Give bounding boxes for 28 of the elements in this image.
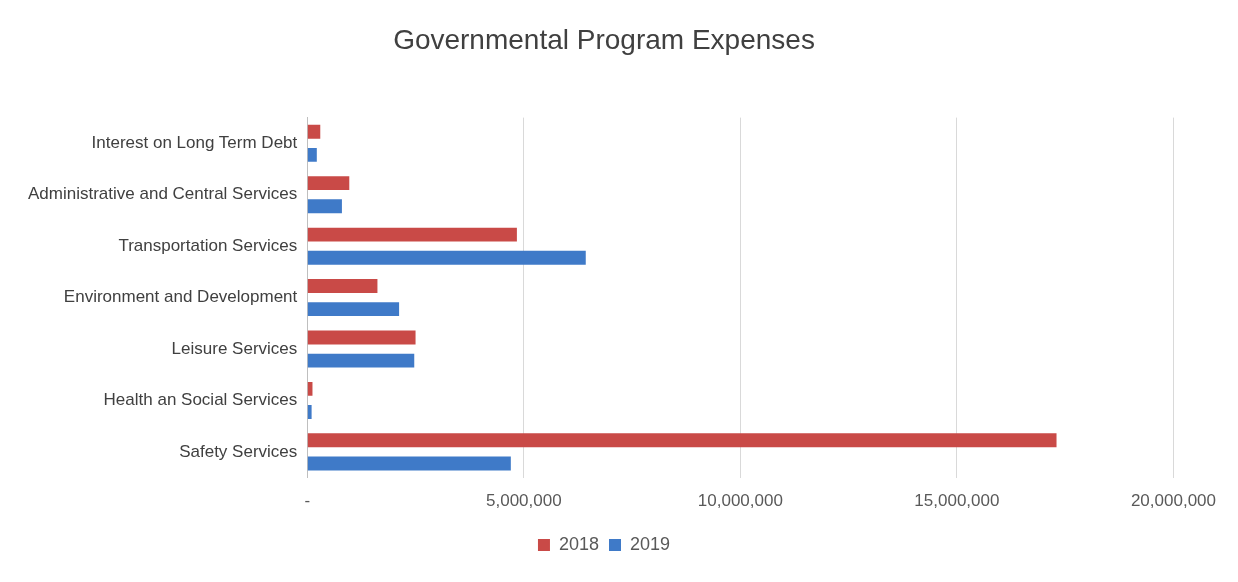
bar [307, 330, 416, 345]
legend-label: 2018 [558, 533, 599, 554]
x-tick-label: - [304, 491, 311, 511]
bar [307, 199, 342, 214]
bar [307, 353, 415, 368]
bar [307, 250, 586, 265]
bar [307, 176, 350, 191]
x-tick-label: 5,000,000 [486, 491, 562, 511]
bar [307, 456, 511, 471]
x-tick-label: 20,000,000 [1130, 491, 1217, 511]
legend-label: 2019 [630, 533, 671, 554]
bar [307, 433, 1057, 448]
y-tick-label: Administrative and Central Services [28, 184, 298, 204]
x-tick-label: 10,000,000 [697, 491, 783, 511]
y-tick-label: Transportation Services [118, 235, 298, 255]
bar [307, 302, 400, 317]
y-tick-label: Safety Services [179, 441, 298, 461]
y-tick-label: Interest on Long Term Debt [91, 133, 298, 152]
y-tick-label: Leisure Services [171, 338, 298, 358]
bar [307, 227, 517, 242]
y-tick-label: Environment and Development [63, 287, 298, 307]
bar [307, 405, 312, 419]
bar [307, 147, 317, 162]
x-tick-label: 15,000,000 [914, 491, 1000, 511]
bar [307, 124, 321, 139]
bar [307, 279, 378, 293]
y-tick-label: Health an Social Services [103, 390, 298, 410]
chart-title: Governmental Program Expenses [393, 23, 815, 55]
